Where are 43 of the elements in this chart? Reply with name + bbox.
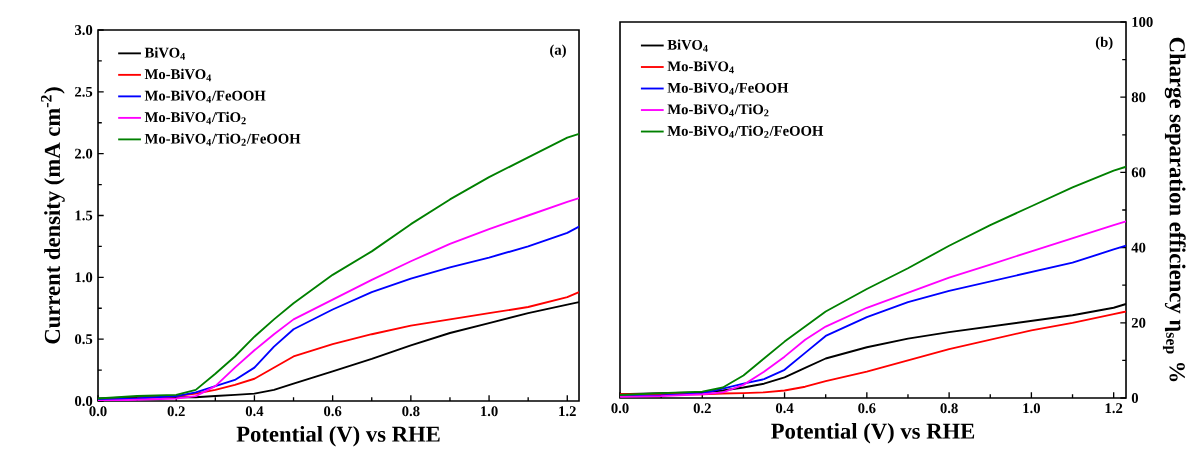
- y2-tick-label: 80: [1131, 92, 1146, 103]
- x-tick-label: 0.2: [693, 403, 711, 414]
- x-tick-label: 0.4: [245, 406, 264, 417]
- y-tick-label: 2.5: [75, 86, 93, 97]
- y-tick-label: 3.0: [74, 25, 93, 35]
- x-tick-label: 1.2: [559, 406, 576, 417]
- legend-label: Mo-BiVO$_{4}$: [144, 68, 212, 82]
- y2-axis-title: Charge separation efficiency η$_{sep}$ %: [1162, 37, 1186, 382]
- x-axis-title: Potential (V) vs RHE: [236, 425, 440, 447]
- legend-label: BiVO$_{4}$: [144, 47, 186, 60]
- legend-label: BiVO$_{4}$: [667, 39, 708, 52]
- y-tick-label: 2.0: [75, 148, 93, 159]
- x-tick-label: 0.8: [940, 403, 958, 414]
- legend-label: Mo-BiVO$_{4}$/FeOOH: [667, 82, 789, 95]
- x-tick-label: 1.0: [1023, 403, 1040, 414]
- y-tick-label: 1.0: [75, 272, 93, 283]
- x-tick-label: 0.6: [324, 406, 342, 417]
- x-tick-label: 1.0: [481, 406, 498, 417]
- y-tick-label: 0.0: [74, 396, 93, 406]
- legend-label: Mo-BiVO$_{4}$/FeOOH: [144, 90, 266, 103]
- x-tick-label: 0.0: [89, 406, 107, 417]
- legend-label: Mo-BiVO$_{4}$/TiO$_{2}$: [667, 103, 769, 117]
- annotation: (b): [1095, 36, 1113, 50]
- x-tick-label: 0.6: [858, 403, 876, 414]
- x-tick-label: 0.0: [611, 403, 629, 414]
- legend-label: Mo-BiVO$_{4}$: [667, 60, 734, 74]
- y2-tick-label: 0: [1131, 393, 1139, 403]
- x-tick-label: 0.4: [775, 403, 794, 414]
- y2-tick-label: 20: [1131, 317, 1146, 328]
- legend-label: Mo-BiVO$_{4}$/TiO$_{2}$/FeOOH: [667, 125, 824, 138]
- y2-tick-label: 60: [1131, 167, 1146, 178]
- x-tick-label: 0.8: [402, 406, 420, 417]
- y-axis-title: Current density (mA cm$^{-2}$): [40, 87, 65, 344]
- annotation: (a): [550, 44, 566, 58]
- y-tick-label: 0.5: [74, 334, 93, 345]
- y-tick-label: 1.5: [75, 210, 93, 221]
- x-axis-title: Potential (V) vs RHE: [771, 422, 975, 444]
- legend-label: Mo-BiVO$_{4}$/TiO$_{2}$: [144, 111, 246, 125]
- y2-tick-label: 40: [1131, 242, 1146, 253]
- x-tick-label: 0.2: [167, 406, 185, 417]
- y2-tick-label: 100: [1132, 17, 1153, 27]
- legend-label: Mo-BiVO$_{4}$/TiO$_{2}$/FeOOH: [144, 133, 301, 146]
- x-tick-label: 1.2: [1105, 403, 1123, 414]
